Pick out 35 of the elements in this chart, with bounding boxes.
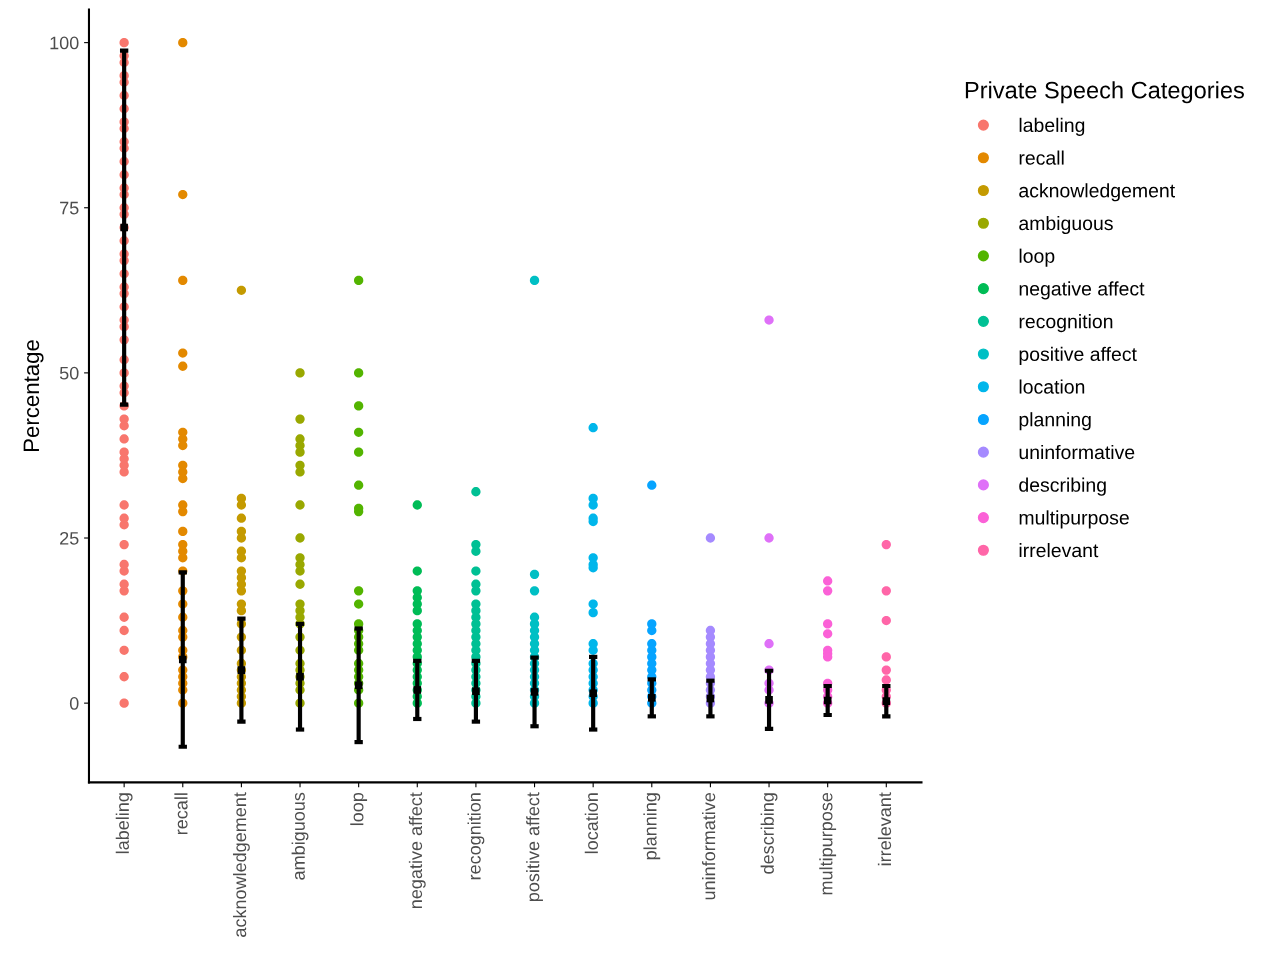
x-tick-label: recognition <box>467 793 485 880</box>
legend-label: negative affect <box>1019 281 1145 300</box>
legend-title: Private Speech Categories <box>965 81 1244 104</box>
x-tick-label: acknowledgement <box>232 792 250 937</box>
legend-label: irrelevant <box>1019 543 1099 558</box>
legend-label: recognition <box>1019 314 1113 333</box>
legend-label: recall <box>1019 150 1064 165</box>
legend-label: multipurpose <box>1019 510 1129 529</box>
x-tick-label: multipurpose <box>819 792 837 895</box>
y-tick-label: 50 <box>59 366 79 380</box>
y-tick-label: 25 <box>60 531 79 545</box>
legend-label: labeling <box>1019 117 1085 136</box>
x-tick-label: uninformative <box>702 792 716 900</box>
legend-label: ambiguous <box>1019 215 1113 235</box>
x-tick-label: negative affect <box>408 792 426 909</box>
legend-label: location <box>1019 379 1085 394</box>
legend-label: uninformative <box>1019 444 1135 460</box>
x-tick-label: location <box>584 793 599 854</box>
legend-label: positive affect <box>1019 346 1137 365</box>
x-tick-label: recall <box>174 793 188 835</box>
x-tick-label: positive affect <box>526 792 543 902</box>
y-tick-label: 0 <box>69 697 79 710</box>
x-tick-label: loop <box>350 792 368 826</box>
legend-label: planning <box>1019 412 1091 431</box>
x-tick-label: ambiguous <box>291 792 309 880</box>
legend-label: acknowledgement <box>1019 183 1175 202</box>
x-tick-label: planning <box>643 793 661 860</box>
x-tick-label: irrelevant <box>877 792 892 866</box>
legend-label: loop <box>1019 248 1055 267</box>
y-axis-title: Percentage <box>23 340 44 451</box>
y-tick-label: 100 <box>50 36 79 50</box>
legend-label: describing <box>1019 477 1106 496</box>
y-tick-label: 75 <box>60 201 79 215</box>
x-tick-label: labeling <box>115 793 133 854</box>
x-tick-label: describing <box>760 793 778 874</box>
